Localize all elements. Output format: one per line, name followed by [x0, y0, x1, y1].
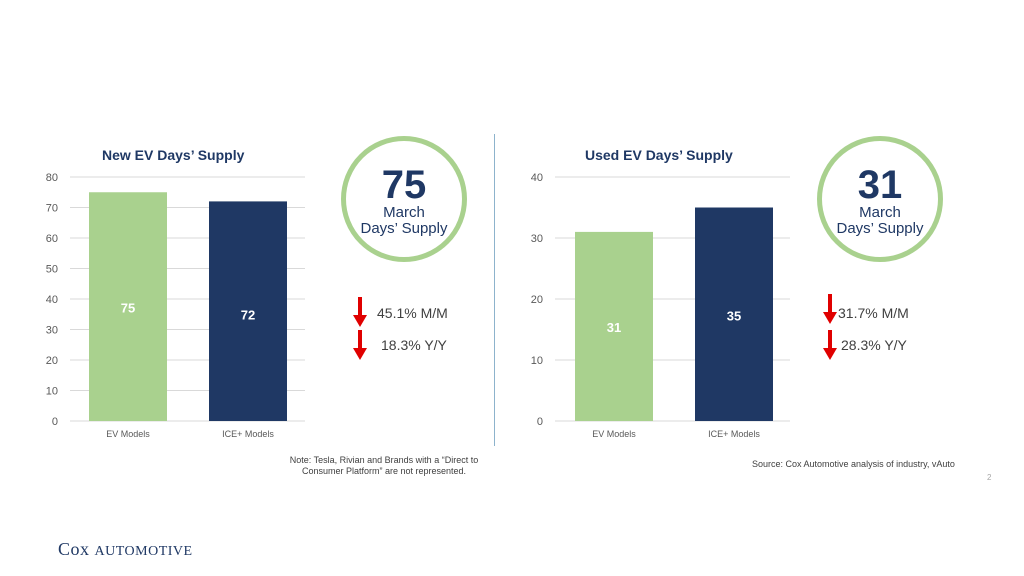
used-chart-data-label: 31 — [607, 320, 621, 335]
new-supply-label-text: Days’ Supply — [360, 220, 448, 237]
new-supply-circle: 75 March Days’ Supply — [341, 136, 467, 262]
new-chart-data-label: 75 — [121, 300, 135, 315]
used-chart-y-tick-label: 30 — [531, 233, 543, 245]
source-note: Source: Cox Automotive analysis of indus… — [752, 459, 955, 469]
used-mm-change: 31.7% M/M — [838, 305, 909, 321]
used-chart-y-tick-label: 40 — [531, 172, 543, 184]
new-supply-value: 75 — [381, 163, 427, 207]
panel-divider — [494, 134, 495, 446]
new-chart-category-label: ICE+ Models — [222, 429, 274, 439]
new-chart-y-tick-label: 30 — [46, 325, 58, 337]
new-ev-days-supply-chart: 0 10 20 30 40 50 60 70 80 75 EV Models 72 ICE+ Model… — [46, 172, 305, 439]
used-chart-title: Used EV Days’ Supply — [585, 147, 733, 163]
new-chart-y-tick-label: 0 — [52, 416, 58, 428]
new-chart-y-tick-label: 10 — [46, 386, 58, 398]
used-yy-down-arrow-icon — [823, 330, 837, 360]
used-chart-bar-ev — [575, 231, 653, 421]
used-supply-label-text: Days’ Supply — [836, 220, 924, 237]
used-chart-y-tick-label: 0 — [537, 416, 543, 428]
used-ev-days-supply-chart: 0 10 20 30 40 31 EV Models 35 ICE+ Models — [531, 172, 790, 439]
new-yy-change: 18.3% Y/Y — [381, 337, 447, 353]
logo-automotive-text: Automotive — [94, 544, 193, 559]
used-supply-circle: 31 March Days’ Supply — [817, 136, 943, 262]
new-mm-change: 45.1% M/M — [377, 305, 448, 321]
new-yy-down-arrow-icon — [353, 330, 367, 360]
used-mm-down-arrow-icon — [823, 294, 837, 324]
new-chart-bar-ice — [209, 201, 287, 421]
used-chart-y-tick-label: 20 — [531, 294, 543, 306]
used-chart-bar-ice — [695, 207, 773, 421]
used-yy-change: 28.3% Y/Y — [841, 337, 907, 353]
new-chart-y-tick-label: 20 — [46, 355, 58, 367]
cox-automotive-logo: Cox Automotive — [58, 539, 193, 560]
logo-cox-text: Cox — [58, 539, 90, 559]
new-chart-y-tick-label: 70 — [46, 203, 58, 215]
new-chart-y-tick-label: 60 — [46, 233, 58, 245]
used-chart-category-label: ICE+ Models — [708, 429, 760, 439]
new-mm-down-arrow-icon — [353, 297, 367, 327]
new-chart-title: New EV Days’ Supply — [102, 147, 245, 163]
page-number: 2 — [987, 473, 992, 482]
used-chart-data-label: 35 — [727, 309, 741, 324]
footnote: Note: Tesla, Rivian and Brands with a “D… — [289, 455, 479, 476]
new-chart-y-tick-label: 40 — [46, 294, 58, 306]
used-chart-y-tick-label: 10 — [531, 355, 543, 367]
used-chart-category-label: EV Models — [592, 429, 636, 439]
new-chart-data-label: 72 — [241, 307, 255, 322]
new-chart-y-tick-label: 50 — [46, 264, 58, 276]
new-supply-label-month: March — [383, 204, 425, 221]
new-chart-y-tick-label: 80 — [46, 172, 58, 184]
new-chart-bar-ev — [89, 192, 167, 421]
used-supply-value: 31 — [857, 163, 903, 207]
new-chart-category-label: EV Models — [106, 429, 150, 439]
used-supply-label-month: March — [859, 204, 901, 221]
